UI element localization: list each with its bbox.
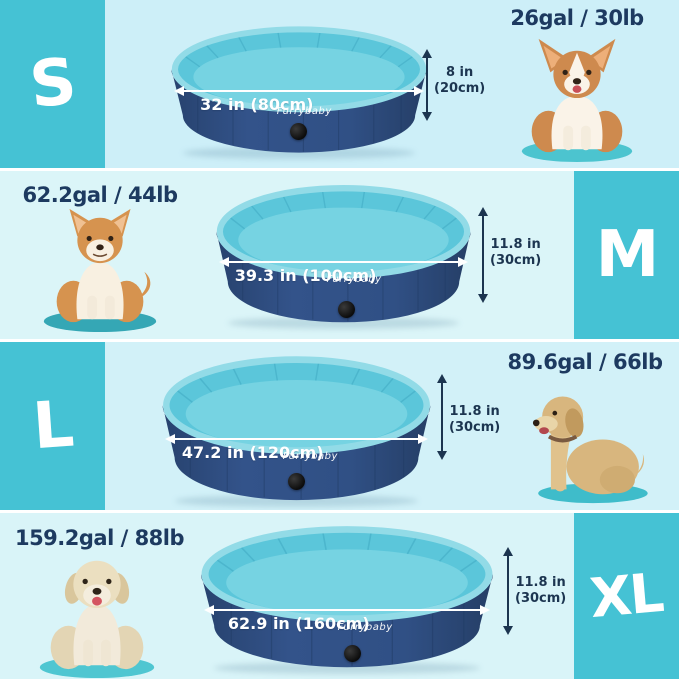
- capacity-label-l: 89.6gal / 66lb: [507, 350, 663, 374]
- size-row-l: L 47.2 in (120cm) Furrybaby 11.8 in (30c…: [0, 342, 679, 510]
- height-arrow-icon: [437, 374, 447, 460]
- width-label: 32 in (80cm): [200, 94, 314, 114]
- width-arrow-icon: [165, 433, 429, 444]
- size-badge-xl: XL: [574, 513, 679, 679]
- height-arrow-icon: [422, 49, 432, 121]
- height-label: 11.8 in (30cm): [449, 404, 501, 436]
- height-label: 11.8 in (30cm): [490, 237, 542, 269]
- brand-logo: Furrybaby: [276, 105, 332, 117]
- height-dimension-l: 11.8 in (30cm): [436, 374, 526, 460]
- pool-illustration-l: 47.2 in (120cm) Furrybaby: [158, 349, 435, 507]
- size-row-s: S 32 in (80cm) Furrybaby 8 in (20cm) 26g…: [0, 0, 679, 168]
- size-badge-l: L: [0, 342, 105, 510]
- width-label: 62.9 in (160cm): [227, 614, 370, 634]
- width-label: 47.2 in (120cm): [181, 442, 324, 462]
- brand-logo: Furrybaby: [326, 274, 382, 286]
- height-arrow-icon: [503, 547, 513, 635]
- size-row-xl: 159.2gal / 88lb: [0, 513, 679, 679]
- width-arrow-icon: [173, 85, 425, 96]
- drain-valve-icon: [338, 300, 356, 318]
- size-letter-xl: XL: [587, 560, 666, 631]
- width-label: 39.3 in (100cm): [234, 266, 377, 286]
- drain-valve-icon: [288, 473, 306, 490]
- drain-valve-icon: [343, 645, 361, 663]
- capacity-label-s: 26gal / 30lb: [510, 6, 644, 30]
- pool-shadow: [214, 662, 480, 674]
- height-dimension-xl: 11.8 in (30cm): [502, 547, 592, 635]
- height-label: 11.8 in (30cm): [515, 575, 567, 607]
- pool-shadow: [174, 495, 419, 507]
- height-label: 8 in (20cm): [434, 65, 486, 97]
- height-arrow-icon: [478, 207, 488, 303]
- pool-illustration-m: 39.3 in (100cm) Furrybaby: [212, 178, 475, 329]
- width-arrow-icon: [204, 605, 490, 616]
- drain-valve-icon: [289, 123, 307, 141]
- capacity-label-xl: 159.2gal / 88lb: [14, 526, 185, 550]
- pool-shadow: [227, 317, 460, 329]
- dog-golden-retriever-image: [518, 374, 663, 506]
- width-arrow-icon: [218, 257, 469, 268]
- pool-illustration-s: 32 in (80cm) Furrybaby: [167, 20, 431, 159]
- capacity-label-m: 62.2gal / 44lb: [22, 183, 178, 207]
- dog-corgi-image: [512, 33, 642, 163]
- size-badge-m: M: [574, 171, 679, 339]
- size-badge-s: S: [0, 0, 105, 168]
- size-letter-l: L: [30, 387, 75, 465]
- size-letter-m: M: [595, 218, 660, 292]
- pool-shadow: [182, 147, 416, 159]
- dog-shiba-inu-image: [33, 201, 168, 334]
- brand-logo: Furrybaby: [282, 451, 338, 463]
- dog-labrador-image: [28, 543, 166, 679]
- brand-logo: Furrybaby: [337, 622, 393, 634]
- pool-illustration-xl: 62.9 in (160cm) Furrybaby: [196, 519, 498, 674]
- size-row-m: 62.2gal / 44lb: [0, 171, 679, 339]
- size-letter-s: S: [26, 44, 79, 124]
- height-dimension-s: 8 in (20cm): [421, 49, 511, 121]
- height-dimension-m: 11.8 in (30cm): [477, 207, 567, 303]
